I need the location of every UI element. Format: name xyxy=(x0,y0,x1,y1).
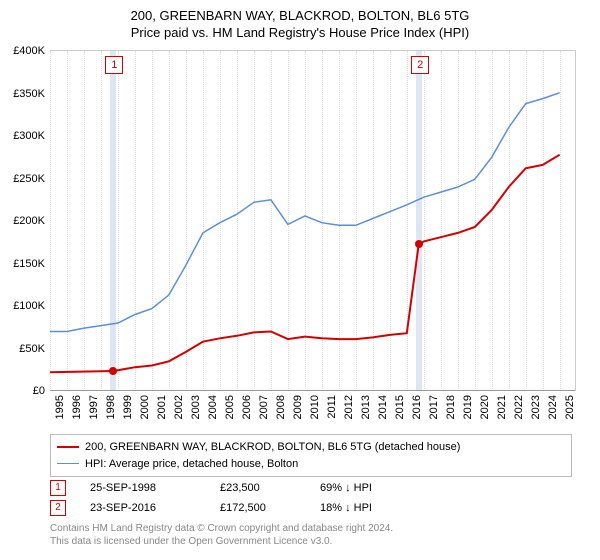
event-delta-2: 18% ↓ HPI xyxy=(320,502,420,514)
y-tick-label: £100K xyxy=(13,300,45,312)
x-tick-label: 2003 xyxy=(190,395,202,419)
legend-item-price-paid: 200, GREENBARN WAY, BLACKROD, BOLTON, BL… xyxy=(57,439,565,456)
x-tick-label: 1999 xyxy=(122,395,134,419)
x-tick-label: 1998 xyxy=(105,395,117,419)
x-tick-label: 2017 xyxy=(428,395,440,419)
x-tick-label: 2022 xyxy=(513,395,525,419)
event-marker-1: 1 xyxy=(50,480,66,496)
event-marker-2: 2 xyxy=(50,500,66,516)
legend-swatch-price-paid xyxy=(57,446,79,448)
legend: 200, GREENBARN WAY, BLACKROD, BOLTON, BL… xyxy=(50,434,572,477)
x-tick-label: 2002 xyxy=(173,395,185,419)
y-tick-label: £350K xyxy=(13,88,45,100)
x-axis-baseline xyxy=(50,390,575,391)
x-tick-label: 2012 xyxy=(343,395,355,419)
chart-title: 200, GREENBARN WAY, BLACKROD, BOLTON, BL… xyxy=(0,0,600,42)
event-date-1: 25-SEP-1998 xyxy=(90,482,220,494)
event-delta-1: 69% ↓ HPI xyxy=(320,482,420,494)
x-tick-label: 2004 xyxy=(207,395,219,419)
event-price-2: £172,500 xyxy=(220,502,320,514)
footer-line1: Contains HM Land Registry data © Crown c… xyxy=(50,522,393,535)
x-tick-label: 2018 xyxy=(445,395,457,419)
legend-label-price-paid: 200, GREENBARN WAY, BLACKROD, BOLTON, BL… xyxy=(85,439,460,456)
legend-item-hpi: HPI: Average price, detached house, Bolt… xyxy=(57,456,565,473)
y-tick-label: £300K xyxy=(13,130,45,142)
x-tick-label: 2005 xyxy=(224,395,236,419)
x-tick-label: 2011 xyxy=(326,395,338,419)
x-tick-label: 2010 xyxy=(309,395,321,419)
x-tick-label: 2019 xyxy=(462,395,474,419)
x-tick-label: 2009 xyxy=(292,395,304,419)
title-line2: Price paid vs. HM Land Registry's House … xyxy=(0,25,600,42)
x-tick-label: 2001 xyxy=(156,395,168,419)
x-tick-label: 1996 xyxy=(71,395,83,419)
event-dot xyxy=(415,240,423,248)
x-tick-label: 2000 xyxy=(139,395,151,419)
series-hpi xyxy=(50,93,560,332)
x-tick-label: 2024 xyxy=(547,395,559,419)
x-tick-label: 2013 xyxy=(360,395,372,419)
y-tick-label: £400K xyxy=(13,45,45,57)
x-tick-label: 1995 xyxy=(54,395,66,419)
y-tick-label: £50K xyxy=(19,343,45,355)
x-tick-label: 2007 xyxy=(258,395,270,419)
event-price-1: £23,500 xyxy=(220,482,320,494)
footer-attribution: Contains HM Land Registry data © Crown c… xyxy=(50,522,393,548)
x-tick-label: 2015 xyxy=(394,395,406,419)
line-chart-svg xyxy=(50,51,575,391)
x-tick-label: 2016 xyxy=(411,395,423,419)
title-line1: 200, GREENBARN WAY, BLACKROD, BOLTON, BL… xyxy=(0,8,600,25)
chart-plot-area: 12 £0£50K£100K£150K£200K£250K£300K£350K£… xyxy=(50,50,576,391)
event-date-2: 23-SEP-2016 xyxy=(90,502,220,514)
legend-swatch-hpi xyxy=(57,463,79,464)
x-tick-label: 2025 xyxy=(564,395,576,419)
event-row-1: 1 25-SEP-1998 £23,500 69% ↓ HPI xyxy=(50,478,420,498)
y-tick-label: £150K xyxy=(13,258,45,270)
x-tick-label: 2023 xyxy=(530,395,542,419)
x-tick-label: 2008 xyxy=(275,395,287,419)
x-tick-label: 2014 xyxy=(377,395,389,419)
footer-line2: This data is licensed under the Open Gov… xyxy=(50,535,393,548)
x-tick-label: 2006 xyxy=(241,395,253,419)
event-dot xyxy=(109,367,117,375)
series-price_paid xyxy=(50,155,560,373)
events-table: 1 25-SEP-1998 £23,500 69% ↓ HPI 2 23-SEP… xyxy=(50,478,420,518)
legend-label-hpi: HPI: Average price, detached house, Bolt… xyxy=(85,456,298,473)
y-tick-label: £200K xyxy=(13,215,45,227)
x-tick-label: 1997 xyxy=(88,395,100,419)
event-row-2: 2 23-SEP-2016 £172,500 18% ↓ HPI xyxy=(50,498,420,518)
x-tick-label: 2020 xyxy=(479,395,491,419)
x-tick-label: 2021 xyxy=(496,395,508,419)
y-tick-label: £250K xyxy=(13,173,45,185)
y-tick-label: £0 xyxy=(33,385,45,397)
